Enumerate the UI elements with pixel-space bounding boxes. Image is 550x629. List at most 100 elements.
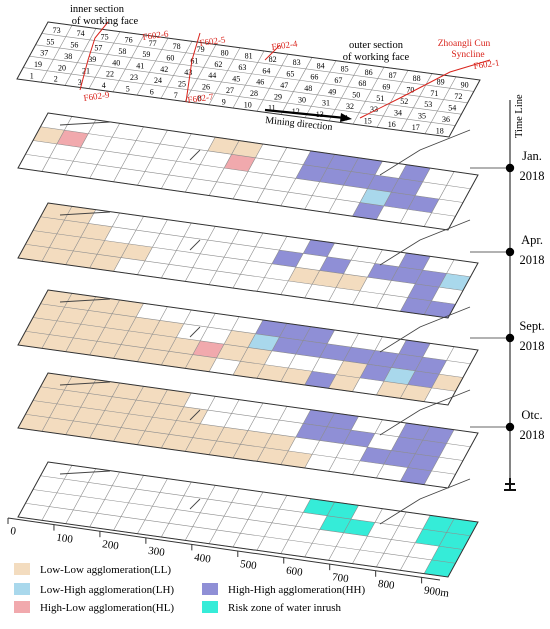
cell-number: 15 — [364, 117, 372, 126]
timeline-month: Otc. — [521, 408, 542, 422]
cell-hh — [359, 447, 392, 465]
grid-line — [32, 489, 464, 550]
grid-line — [328, 63, 361, 122]
axis-tick-label: 100 — [56, 532, 75, 546]
cell-risk — [319, 515, 352, 533]
cell-ll — [128, 317, 160, 335]
grid-line — [400, 73, 433, 131]
cell-number: 41 — [136, 62, 144, 71]
cell-ll — [233, 444, 265, 462]
axis-tick-label: 200 — [101, 538, 120, 552]
cell-number: 53 — [424, 100, 432, 109]
layer-5 — [17, 461, 479, 578]
cell-ll — [65, 420, 98, 438]
axis-tick-label: 300 — [147, 545, 166, 559]
cell-number: 29 — [274, 92, 282, 101]
cell-number: 57 — [94, 44, 102, 53]
cell-number: 31 — [322, 99, 330, 108]
cell-ll — [152, 403, 184, 421]
cell-number: 73 — [53, 26, 61, 35]
cell-hh — [295, 423, 328, 441]
axis-line — [7, 517, 441, 581]
grid-line — [256, 54, 289, 112]
cell-ll — [40, 203, 72, 221]
cell-number: 21 — [82, 67, 90, 76]
grid-line — [25, 153, 456, 217]
cell-hh — [319, 256, 352, 274]
cell-number: 59 — [142, 50, 150, 59]
cell-hh — [391, 436, 423, 454]
timeline-dot — [505, 247, 515, 257]
cell-ll — [400, 384, 432, 402]
cell-ll — [41, 334, 74, 352]
cell-ll — [33, 386, 65, 404]
fault-line — [264, 44, 281, 61]
cell-number: 63 — [238, 63, 246, 72]
timeline-title: Time Line — [514, 94, 525, 138]
cell-number: 89 — [437, 77, 445, 86]
cell-ll — [97, 327, 129, 345]
fault-label: F602-4 — [271, 38, 299, 52]
axis-tick-label: 0 — [10, 525, 18, 538]
cell-ll — [56, 307, 89, 325]
cell-hh — [304, 371, 337, 389]
grid-line — [88, 31, 121, 89]
grid-border — [16, 21, 481, 138]
cell-hh — [295, 164, 328, 182]
cell-number: 67 — [334, 76, 342, 85]
cell-ll — [233, 361, 265, 379]
cell-risk — [424, 559, 456, 577]
cell-ll — [336, 360, 368, 378]
cell-number: 64 — [262, 66, 270, 75]
cell-risk — [415, 529, 447, 547]
cell-number: 69 — [382, 82, 390, 91]
cell-ll — [185, 437, 217, 455]
cell-hh — [407, 195, 440, 213]
cell-hh — [407, 283, 440, 301]
grid-line — [40, 25, 73, 83]
cell-number: 16 — [388, 120, 396, 129]
cell-ll — [224, 330, 256, 348]
cell-number: 76 — [125, 36, 133, 45]
cell-hh — [352, 202, 384, 220]
grid-line — [376, 70, 409, 128]
cell-ll — [41, 247, 74, 265]
cell-number: 58 — [118, 47, 126, 56]
cell-ll — [64, 206, 96, 224]
cell-number: 43 — [184, 68, 192, 77]
cell-ll — [288, 267, 320, 285]
cell-hh — [383, 192, 416, 210]
cell-ll — [256, 364, 289, 382]
cell-hh — [415, 270, 447, 288]
cell-ll — [89, 254, 122, 272]
cell-number: 2 — [54, 75, 58, 84]
cell-ll — [64, 293, 96, 311]
cell-risk — [446, 518, 478, 536]
cell-ll — [49, 320, 81, 338]
grid-border — [17, 112, 479, 231]
layer-4 — [17, 372, 479, 489]
fault-label: F602-7 — [187, 91, 215, 105]
cell-hh — [400, 297, 432, 315]
cell-ll — [312, 270, 344, 288]
cell-hh — [279, 323, 311, 341]
axis-tick-label: 900m — [423, 584, 450, 599]
fault-line — [359, 59, 491, 119]
grid-line — [232, 50, 265, 109]
fault-trace — [59, 121, 111, 126]
layer-1 — [17, 112, 479, 231]
legend-swatch-lh — [14, 583, 30, 595]
cell-ll — [73, 407, 105, 425]
cell-hh — [367, 350, 399, 368]
grid-line — [40, 303, 471, 365]
cell-ll — [80, 310, 113, 328]
grid-line — [40, 386, 471, 448]
grid-line — [64, 28, 97, 86]
cell-ll — [40, 373, 72, 391]
cell-number: 50 — [352, 91, 360, 100]
cell-ll — [168, 420, 201, 438]
timeline-year: 2018 — [520, 428, 545, 442]
cell-number: 24 — [154, 76, 162, 85]
syncline-label: Zhoangli Cun — [438, 39, 491, 49]
grid-line — [208, 47, 241, 105]
